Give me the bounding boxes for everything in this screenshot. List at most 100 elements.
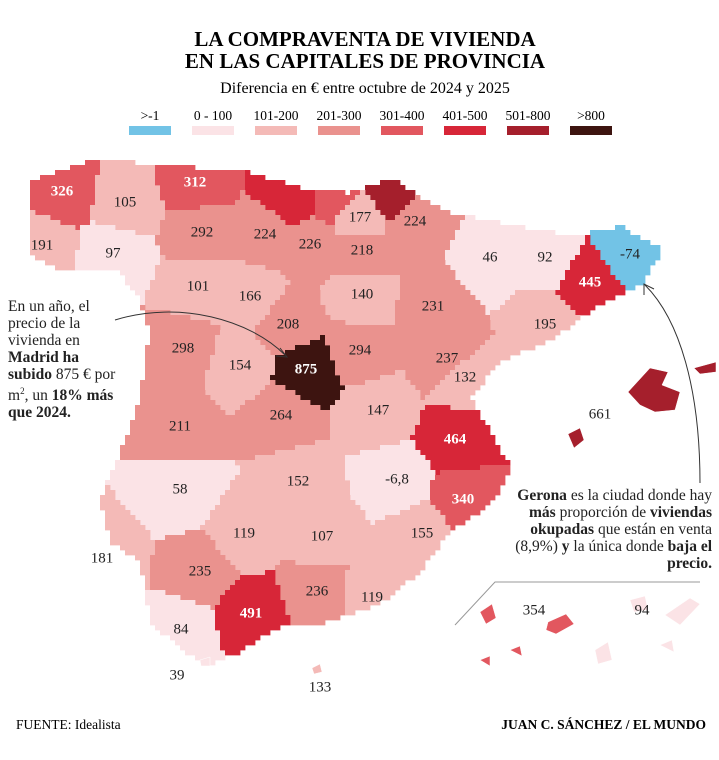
province xyxy=(410,405,511,476)
legend-label: 0 - 100 xyxy=(194,108,232,123)
annotation-text: más xyxy=(529,504,556,521)
legend-label: 301-400 xyxy=(380,108,425,123)
credit: JUAN C. SÁNCHEZ / EL MUNDO xyxy=(501,717,706,732)
province xyxy=(629,595,649,613)
legend-label: >800 xyxy=(577,108,605,123)
madrid-annotation: En un año, el precio de la vivienda en M… xyxy=(8,298,126,421)
annotation-text: viviendas okupadas xyxy=(530,504,712,538)
annotation-text: y xyxy=(561,538,570,555)
province-value: 211 xyxy=(169,418,191,434)
province xyxy=(30,210,81,271)
province xyxy=(155,205,236,261)
province-value: 236 xyxy=(306,583,329,599)
province xyxy=(215,570,291,656)
province-value: 92 xyxy=(538,249,553,265)
provinces xyxy=(30,160,717,675)
legend-label: >-1 xyxy=(141,108,160,123)
province xyxy=(155,165,246,211)
province-value: 133 xyxy=(309,679,332,695)
province-value: 191 xyxy=(31,237,54,253)
province xyxy=(140,305,221,391)
province-value: 706 xyxy=(379,154,402,170)
province-value: 39 xyxy=(170,667,185,683)
province-value: 237 xyxy=(436,350,459,366)
province-value: 354 xyxy=(523,602,546,618)
province xyxy=(199,656,211,667)
arrowhead xyxy=(643,283,655,295)
province-value: 84 xyxy=(174,621,190,637)
province-value: 119 xyxy=(361,589,383,605)
province xyxy=(664,597,701,626)
subtitle: Diferencia en € entre octubre de 2024 y … xyxy=(220,80,510,97)
annotation-text: Madrid ha subido xyxy=(8,349,80,383)
province-value: 154 xyxy=(229,357,252,373)
title: EN LAS CAPITALES DE PROVINCIA xyxy=(185,49,546,73)
legend-swatch xyxy=(570,126,612,135)
legend-swatch xyxy=(444,126,486,135)
canary-frame xyxy=(454,581,700,626)
annotation-text: la única donde xyxy=(569,538,668,555)
province xyxy=(30,160,101,231)
province xyxy=(120,385,236,461)
province-value: 224 xyxy=(254,226,277,242)
province-value: 231 xyxy=(422,298,445,314)
legend: >-1 0 - 100 101-200 201-300 301-400 401-500 50… xyxy=(129,108,612,135)
province-value: 46 xyxy=(483,249,499,265)
province xyxy=(90,160,166,236)
province xyxy=(345,440,436,526)
province xyxy=(479,603,497,625)
province-value: 875 xyxy=(295,361,318,377)
province xyxy=(330,370,426,456)
province xyxy=(270,335,346,411)
province-value: 218 xyxy=(351,242,374,258)
province xyxy=(520,225,586,291)
province xyxy=(567,427,585,449)
province-value: 181 xyxy=(91,550,114,566)
legend-label: 101-200 xyxy=(254,108,299,123)
province-value: 147 xyxy=(367,402,390,418)
annotation-text: que están en venta (8,9%) xyxy=(515,521,712,555)
arrowhead xyxy=(275,347,289,358)
province xyxy=(280,495,371,566)
province-value: 101 xyxy=(187,278,210,294)
legend-label: 401-500 xyxy=(443,108,488,123)
annotation-text: es la ciudad donde hay xyxy=(566,487,712,504)
province xyxy=(395,260,491,341)
source: FUENTE: Idealista xyxy=(16,717,121,732)
province xyxy=(509,645,523,657)
province xyxy=(145,590,226,666)
annotation-text: más que 2024. xyxy=(8,387,114,422)
province-value: -6,8 xyxy=(385,471,409,487)
arrow xyxy=(114,311,286,356)
province-value: 107 xyxy=(311,528,334,544)
province xyxy=(235,190,291,271)
province xyxy=(320,275,401,326)
annotation-text: baja el precio. xyxy=(667,538,712,572)
province xyxy=(150,530,241,611)
province xyxy=(479,655,491,667)
province xyxy=(335,190,386,236)
province-value: 195 xyxy=(534,316,557,332)
gerona-annotation: Gerona es la ciudad donde hay más propor… xyxy=(500,487,712,572)
province xyxy=(325,320,406,386)
legend-swatch xyxy=(192,126,234,135)
province xyxy=(590,225,661,291)
province xyxy=(627,367,681,413)
province-value: 294 xyxy=(349,342,372,358)
province xyxy=(594,641,613,665)
province xyxy=(335,235,406,276)
province-value: 119 xyxy=(233,525,255,541)
legend-label: 501-800 xyxy=(506,108,551,123)
province-value: 292 xyxy=(191,224,214,240)
province-value: 94 xyxy=(635,602,651,618)
legend-swatch xyxy=(381,126,423,135)
province-value: 226 xyxy=(299,236,322,252)
province-value: 208 xyxy=(277,316,300,332)
legend-swatch xyxy=(129,126,171,135)
province xyxy=(659,639,675,653)
province xyxy=(205,330,276,416)
province xyxy=(315,190,361,226)
annotation-text: proporción de xyxy=(555,504,650,521)
province-value: 264 xyxy=(270,407,293,423)
province-value: 140 xyxy=(351,286,374,302)
